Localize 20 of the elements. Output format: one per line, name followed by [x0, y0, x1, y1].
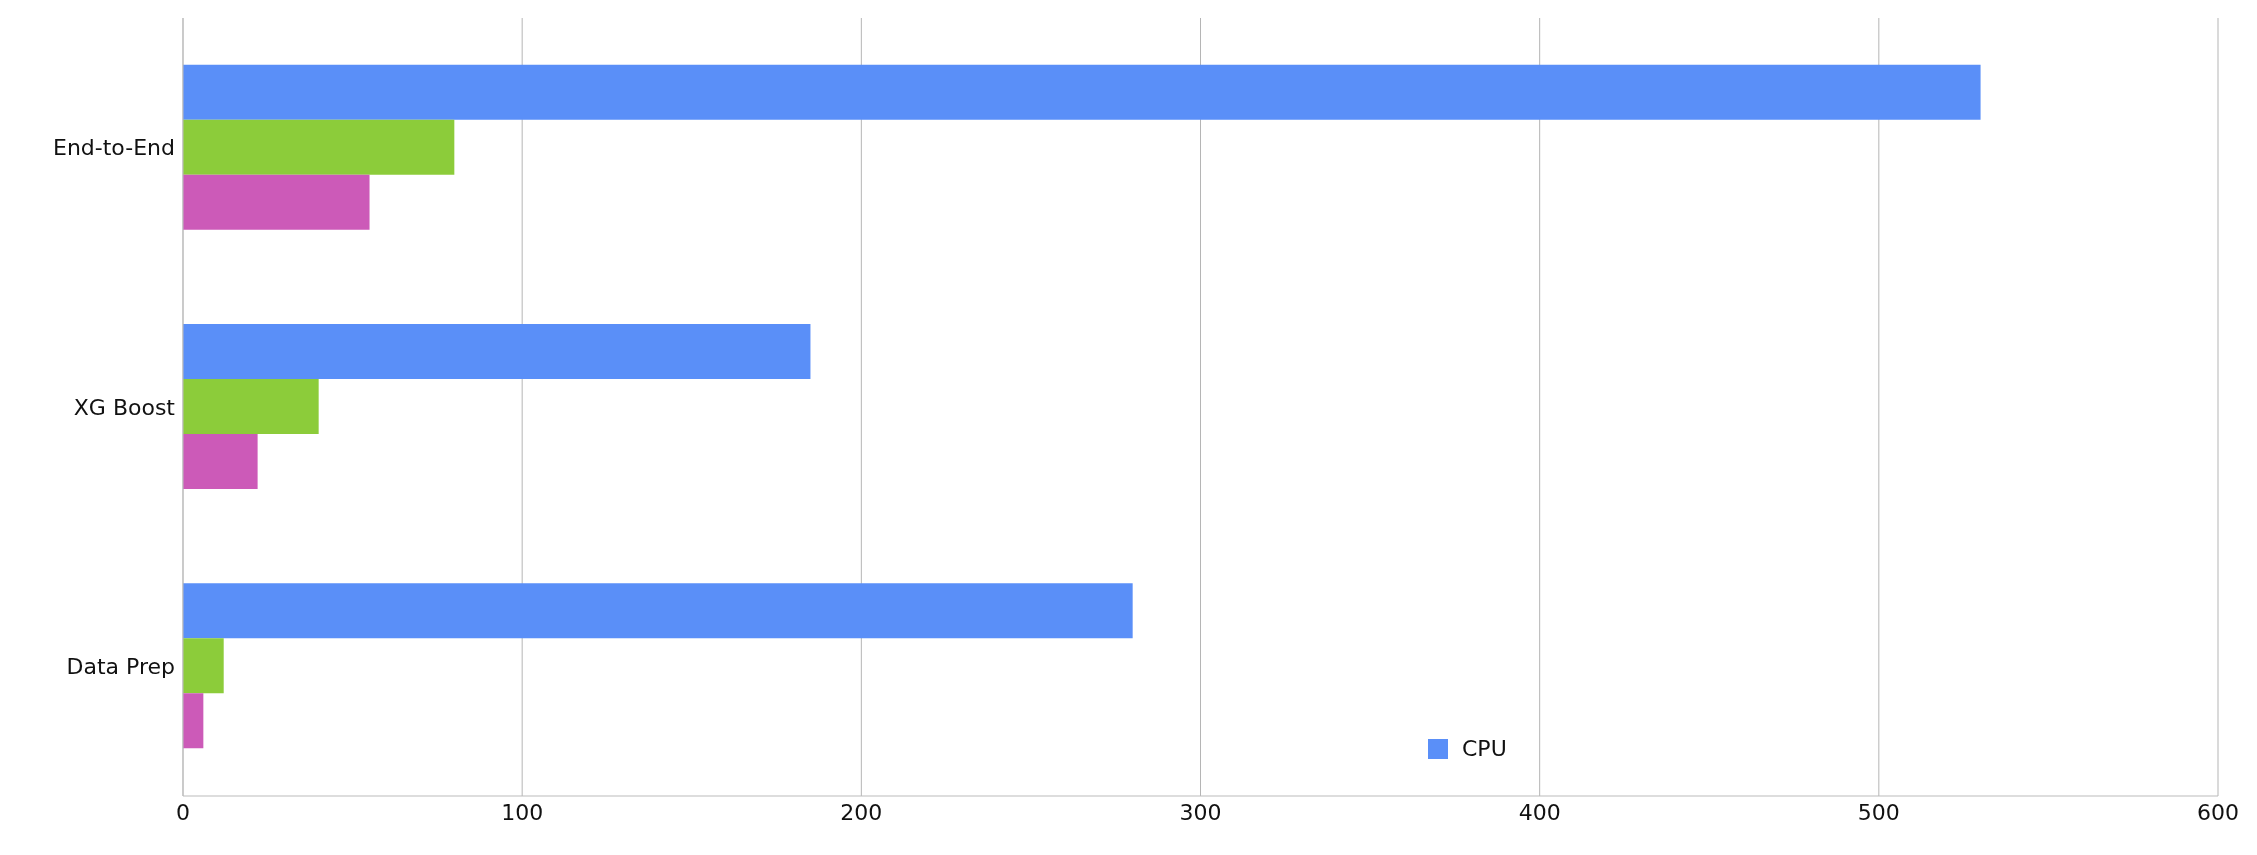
- bar: [183, 174, 370, 230]
- bar: [183, 693, 204, 749]
- x-tick-label: 200: [840, 799, 883, 825]
- y-tick-label: XG Boost: [73, 394, 176, 420]
- bar: [183, 119, 455, 175]
- bar: [183, 638, 224, 694]
- x-tick-label: 100: [501, 799, 544, 825]
- x-tick-label: 600: [2197, 799, 2239, 825]
- bar: [183, 324, 811, 380]
- y-tick-label: Data Prep: [66, 654, 175, 680]
- x-tick-label: 0: [176, 799, 190, 825]
- bar: [183, 64, 1981, 120]
- y-tick-label: End-to-End: [53, 135, 175, 161]
- x-tick-label: 300: [1179, 799, 1222, 825]
- x-tick-label: 400: [1518, 799, 1561, 825]
- legend-label: CPU: [1462, 736, 1507, 761]
- x-tick-label: 500: [1857, 799, 1900, 825]
- bar: [183, 379, 319, 435]
- bar: [183, 583, 1133, 639]
- bar: [183, 434, 258, 490]
